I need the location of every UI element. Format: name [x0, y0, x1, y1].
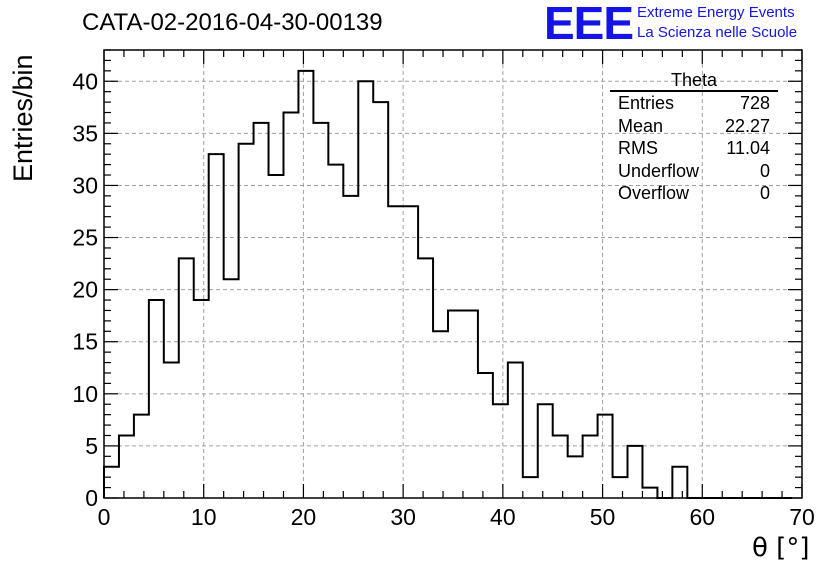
eee-logo: EEE [544, 0, 634, 49]
x-tick-label: 70 [789, 504, 815, 530]
y-tick-label: 20 [72, 277, 98, 303]
stats-value: 728 [739, 93, 770, 113]
stats-label: Mean [618, 115, 664, 136]
stats-title: Theta [610, 70, 778, 92]
y-tick-label: 10 [72, 381, 98, 407]
stats-value: 22.27 [724, 115, 770, 136]
stats-row-mean: Mean 22.27 [610, 115, 778, 138]
axis-ticks [103, 49, 803, 499]
x-axis-label: θ [°] [752, 533, 810, 563]
plot-frame [103, 49, 803, 499]
stats-row-overflow: Overflow 0 [610, 182, 778, 205]
x-tick-label: 0 [98, 504, 111, 530]
logo-line-2: La Scienza nelle Scuole [637, 24, 798, 41]
x-tick-label: 50 [590, 504, 616, 530]
stats-row-entries: Entries 728 [610, 92, 778, 115]
x-tick-label: 10 [191, 504, 217, 530]
y-tick-label: 30 [72, 172, 98, 198]
stats-row-underflow: Underflow 0 [610, 160, 778, 183]
y-tick-label: 40 [72, 68, 98, 94]
stats-value: 0 [759, 183, 770, 204]
y-tick-label: 35 [72, 120, 98, 146]
x-tick-label: 20 [291, 504, 317, 530]
y-tick-label: 0 [85, 485, 98, 511]
run-title: CATA-02-2016-04-30-00139 [82, 9, 383, 36]
grid-lines [104, 50, 802, 498]
stats-row-rms: RMS 11.04 [610, 137, 778, 160]
stats-label: Entries [618, 93, 675, 113]
eee-logo-text: Extreme Energy Events La Scienza nelle S… [637, 3, 797, 43]
x-tick-label: 60 [689, 504, 715, 530]
logo-line-1: Extreme Energy Events [637, 4, 795, 21]
y-tick-label: 5 [85, 433, 98, 459]
y-axis-label: Entries/bin [8, 54, 38, 182]
stats-label: Overflow [618, 183, 690, 204]
histogram-outline [103, 69, 793, 499]
stats-label: RMS [618, 138, 658, 159]
y-tick-label: 25 [72, 225, 98, 251]
stats-label: Underflow [618, 160, 700, 181]
y-tick-label: 15 [72, 329, 98, 355]
stats-value: 0 [759, 160, 770, 181]
x-tick-label: 30 [390, 504, 416, 530]
x-tick-label: 40 [490, 504, 516, 530]
stats-value: 11.04 [726, 138, 770, 159]
stats-box: Theta Entries 728 Mean 22.27 RMS 11.04 U… [610, 70, 778, 205]
tick-labels: 0 10 20 30 40 50 60 70 0 5 10 15 20 25 30 35 40 [72, 68, 814, 530]
